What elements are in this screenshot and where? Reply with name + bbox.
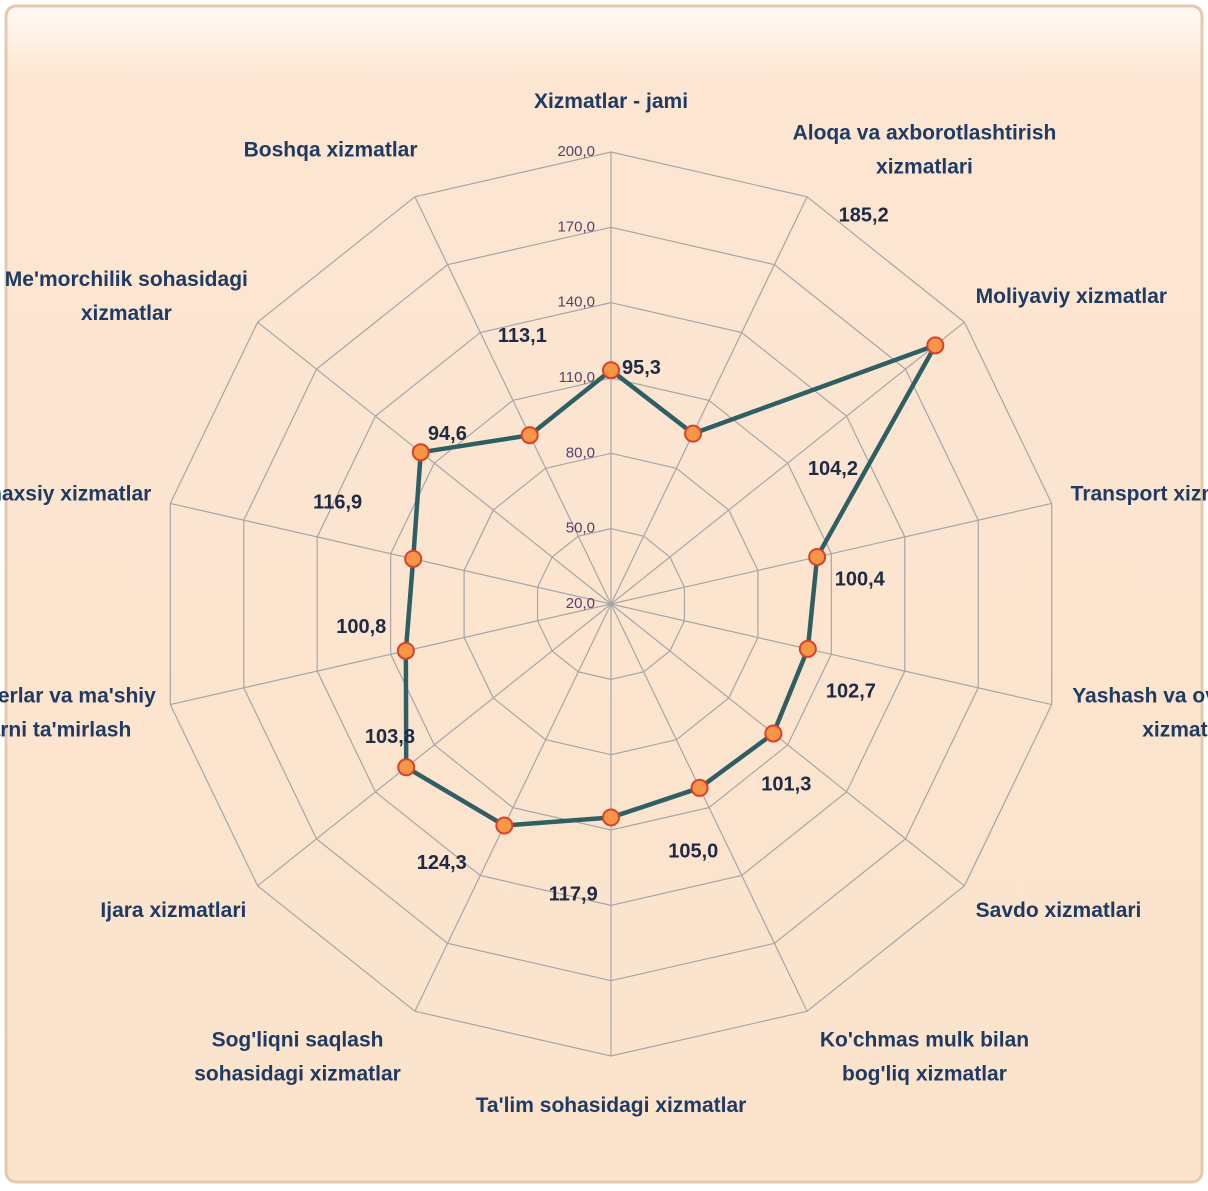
spoke: [610, 603, 965, 887]
marker: [602, 361, 620, 380]
category-label: Aloqa va axborotlashtirish xizmatlari: [793, 121, 1057, 178]
category-label: Ijara xizmatlari: [100, 898, 246, 921]
r-tick-label: 170,0: [557, 218, 595, 235]
spoke: [610, 603, 1052, 706]
marker: [602, 808, 620, 827]
spoke: [257, 603, 612, 887]
spoke: [257, 321, 612, 605]
category-label-line: sohasidagi xizmatlar: [194, 1062, 401, 1085]
value-label: 117,9: [549, 884, 598, 906]
category-label: Shaxsiy xizmatlar: [0, 482, 151, 505]
category-label-line: Ko'chmas mulk bilan: [820, 1028, 1029, 1051]
marker: [926, 336, 945, 355]
category-label-line: Sog'liqni saqlash: [212, 1028, 384, 1051]
category-label-line: Me'morchilik sohasidagi: [5, 268, 248, 291]
value-label: 103,8: [365, 726, 415, 748]
category-label: Ko'chmas mulk bilan bog'liq xizmatlar: [820, 1028, 1029, 1085]
marker: [495, 816, 514, 835]
category-label: Transport xizmatlari: [1071, 482, 1208, 505]
value-label: 95,3: [622, 357, 661, 379]
category-label-line: Savdo xizmatlari: [976, 898, 1142, 921]
category-label-line: bog'liq xizmatlar: [842, 1062, 1007, 1085]
value-label: 94,6: [428, 423, 467, 445]
spoke: [610, 603, 808, 1012]
panel: [4, 4, 1204, 1184]
category-label-line: Transport xizmatlari: [1071, 482, 1208, 505]
category-label-line: Yashash va ovqatlanish: [1072, 684, 1208, 707]
value-label: 124,3: [417, 852, 467, 874]
r-tick-label: 80,0: [566, 444, 595, 461]
marker: [397, 758, 416, 777]
category-label-line: Ijara xizmatlari: [100, 898, 246, 921]
category-label-line: tovarlarni ta'mirlash: [0, 718, 131, 741]
category-label: Moliyaviy xizmatlar: [976, 285, 1167, 308]
category-label: Savdo xizmatlari: [976, 898, 1142, 921]
marker: [396, 641, 415, 660]
r-tick-label: 140,0: [557, 294, 595, 311]
category-label: Xizmatlar - jami: [534, 90, 688, 113]
spoke: [610, 502, 1052, 605]
category-label: Me'morchilik sohasidagi xizmatlar: [5, 268, 248, 325]
value-label: 185,2: [839, 205, 889, 227]
spoke: [170, 502, 612, 605]
category-label-line: Boshqa xizmatlar: [244, 138, 418, 161]
spoke: [610, 196, 808, 605]
value-label: 101,3: [761, 774, 811, 796]
spoke: [610, 321, 965, 605]
category-label-line: Xizmatlar - jami: [534, 90, 688, 113]
category-label-line: Shaxsiy xizmatlar: [0, 482, 151, 505]
marker: [520, 426, 539, 445]
r-tick-label: 200,0: [557, 143, 595, 160]
spoke: [414, 603, 612, 1012]
r-tick-label: 20,0: [566, 595, 595, 612]
spoke: [170, 603, 612, 706]
value-label: 100,4: [835, 568, 886, 590]
marker: [690, 778, 709, 797]
value-label: 116,9: [313, 492, 362, 514]
r-tick-label: 110,0: [559, 369, 595, 386]
category-label-line: Ta'lim sohasidagi xizmatlar: [476, 1094, 747, 1117]
marker: [404, 549, 423, 568]
category-label-line: xizmatlari: [876, 155, 973, 178]
category-label-line: Kompyuterlar va ma'shiy: [0, 684, 156, 707]
category-label-line: Aloqa va axborotlashtirish: [793, 121, 1057, 144]
category-label: Sog'liqni saqlash sohasidagi xizmatlar: [194, 1028, 401, 1085]
spoke: [414, 196, 612, 605]
marker: [684, 424, 703, 443]
value-label: 100,8: [336, 616, 386, 638]
category-label-line: Moliyaviy xizmatlar: [976, 285, 1167, 308]
category-label-line: xizmatlari: [1142, 718, 1208, 741]
value-label: 102,7: [826, 681, 876, 703]
category-label: Yashash va ovqatlanish xizmatlari: [1072, 684, 1208, 741]
marker: [411, 443, 430, 462]
value-label: 105,0: [668, 840, 718, 862]
marker: [764, 724, 783, 743]
r-tick-label: 50,0: [566, 520, 595, 537]
value-label: 113,1: [498, 325, 547, 347]
marker: [808, 547, 827, 566]
category-label-line: xizmatlar: [81, 302, 172, 325]
category-label: Boshqa xizmatlar: [244, 138, 418, 161]
value-label: 104,2: [808, 458, 858, 480]
marker: [798, 639, 817, 658]
category-label: Kompyuterlar va ma'shiy tovarlarni ta'mir…: [0, 684, 156, 741]
category-label: Ta'lim sohasidagi xizmatlar: [476, 1094, 747, 1117]
